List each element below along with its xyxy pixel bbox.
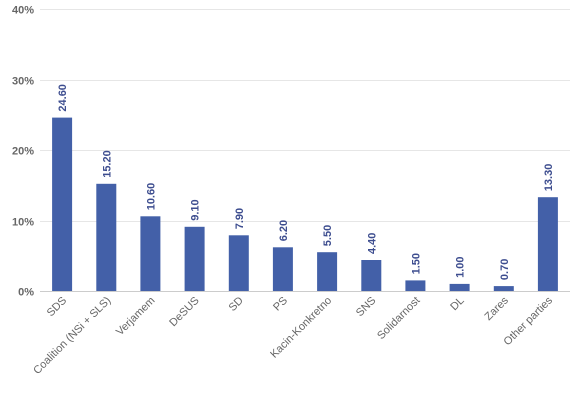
bar xyxy=(449,283,470,291)
data-label: 1.50 xyxy=(410,253,422,274)
bar xyxy=(52,117,73,291)
y-axis-ticks: 0% 10% 20% 30% 40% xyxy=(12,5,34,299)
x-tick-label: DeSUS xyxy=(167,295,201,329)
data-label: 0.70 xyxy=(499,259,511,280)
data-label: 4.40 xyxy=(366,233,378,254)
x-tick-label: SD xyxy=(227,295,246,314)
x-tick-label: Solidarnost xyxy=(375,295,422,342)
bar xyxy=(96,183,117,291)
data-label: 13.30 xyxy=(543,164,555,192)
data-label: 5.50 xyxy=(322,225,334,246)
y-tick-label: 20% xyxy=(12,146,34,158)
data-label: 6.20 xyxy=(278,220,290,241)
grid-lines xyxy=(40,9,570,292)
bars xyxy=(52,117,558,291)
data-labels: 24.60 15.20 10.60 9.10 7.90 6.20 5.50 4.40 1.50 1… xyxy=(57,84,555,280)
y-tick-label: 10% xyxy=(12,217,34,229)
x-tick-label: Verjamem xyxy=(114,295,158,339)
data-label: 7.90 xyxy=(234,208,246,229)
data-label: 15.20 xyxy=(101,150,113,178)
x-tick-label: PS xyxy=(271,295,290,314)
bar xyxy=(317,252,338,291)
bar xyxy=(140,216,161,291)
y-tick-label: 40% xyxy=(12,5,34,17)
y-tick-label: 0% xyxy=(18,287,34,299)
data-label: 9.10 xyxy=(190,199,202,220)
bar xyxy=(537,197,558,291)
x-tick-label: SDS xyxy=(45,295,69,319)
bar xyxy=(272,247,293,291)
bar xyxy=(405,280,426,291)
data-label: 1.00 xyxy=(455,256,467,277)
bar xyxy=(228,235,249,291)
x-tick-label: Coalition (NSi + SLS) xyxy=(31,295,113,377)
bar xyxy=(184,226,205,291)
bar xyxy=(361,260,382,291)
x-tick-label: Zares xyxy=(483,294,512,323)
data-label: 24.60 xyxy=(57,84,69,112)
x-tick-label: SNS xyxy=(354,295,378,319)
data-label: 10.60 xyxy=(145,183,157,211)
x-tick-label: DL xyxy=(448,295,466,313)
bar xyxy=(493,286,514,291)
y-tick-label: 30% xyxy=(12,76,34,88)
